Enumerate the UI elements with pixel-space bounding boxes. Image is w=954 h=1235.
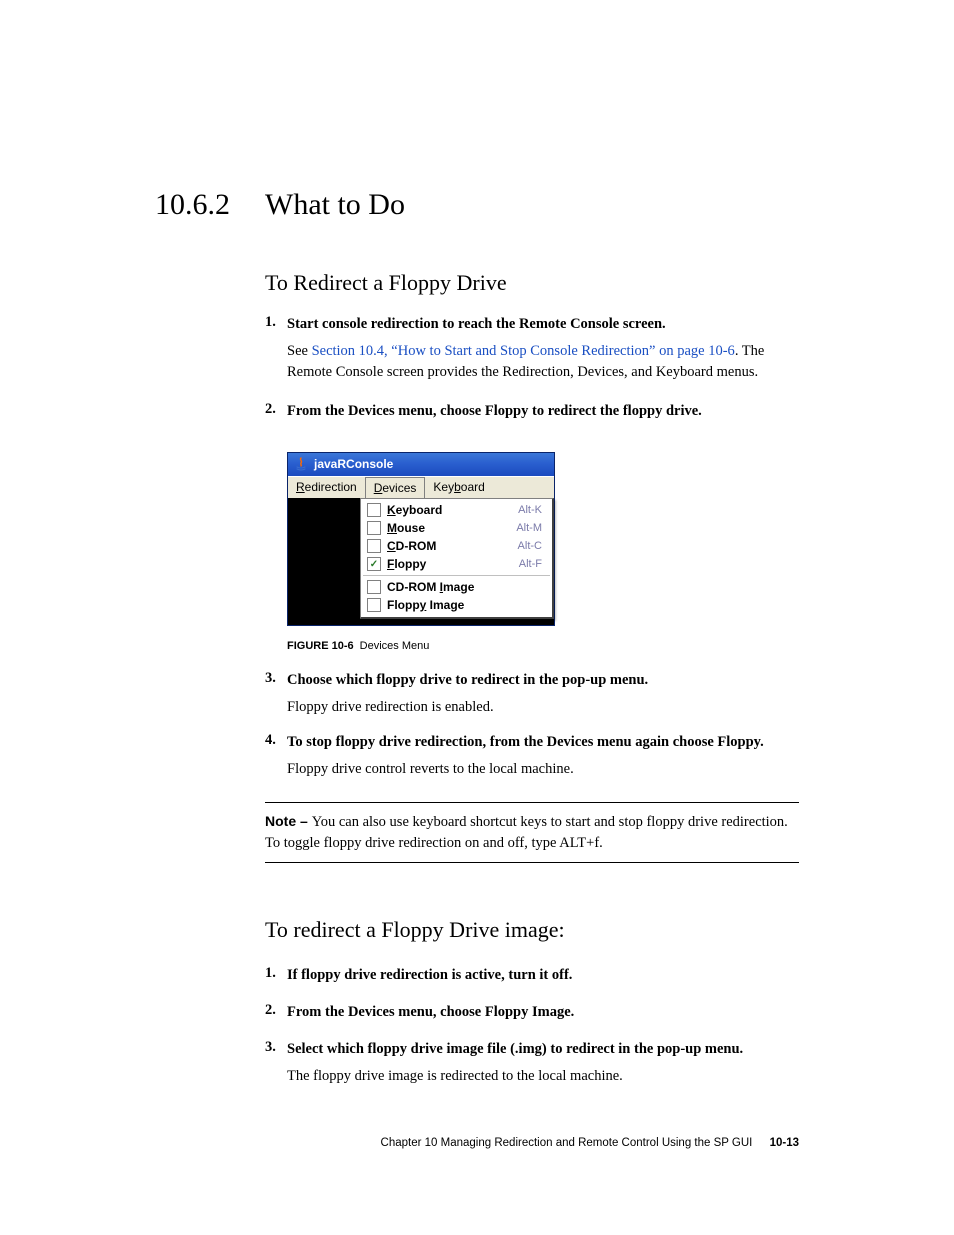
checkbox-icon: ✓ — [367, 557, 381, 571]
menu-item-keyboard[interactable]: Keyboard Alt-K — [361, 501, 552, 519]
step-number: 2. — [265, 401, 287, 422]
window-title: javaRConsole — [314, 457, 393, 471]
section-title: What to Do — [265, 188, 405, 222]
checkbox-icon — [367, 503, 381, 517]
console-viewport — [288, 498, 360, 619]
console-viewport-strip — [288, 619, 554, 625]
step-number: 3. — [265, 1039, 287, 1087]
step-para: Floppy drive control reverts to the loca… — [287, 759, 799, 780]
menu-keyboard[interactable]: Keyboard — [425, 477, 492, 498]
shortcut-label: Alt-M — [516, 522, 542, 534]
shortcut-label: Alt-C — [518, 540, 542, 552]
page-footer: Chapter 10 Managing Redirection and Remo… — [381, 1137, 799, 1149]
subheading-redirect-floppy: To Redirect a Floppy Drive — [265, 270, 799, 296]
step-text: To stop floppy drive redirection, from t… — [287, 734, 764, 750]
subheading-redirect-floppy-image: To redirect a Floppy Drive image: — [265, 917, 799, 943]
note: Note – You can also use keyboard shortcu… — [265, 811, 799, 854]
step-para-pre: See — [287, 343, 312, 359]
note-rule — [265, 802, 799, 803]
step-text: From the Devices menu, choose Floppy Ima… — [287, 1004, 574, 1020]
page-number: 10-13 — [770, 1137, 799, 1149]
menu-item-floppy[interactable]: ✓ Floppy Alt-F — [361, 555, 552, 573]
menu-separator — [363, 575, 550, 576]
devices-dropdown: Keyboard Alt-K Mouse Alt-M CD-ROM Alt-C — [360, 498, 554, 619]
shortcut-label: Alt-F — [519, 558, 542, 570]
step-number: 2. — [265, 1002, 287, 1023]
javarconsole-window: javaRConsole Redirection Devices Keyboar… — [287, 452, 555, 626]
step-text: From the Devices menu, choose Floppy to … — [287, 403, 702, 419]
step-number: 1. — [265, 314, 287, 383]
footer-text: Chapter 10 Managing Redirection and Remo… — [381, 1137, 753, 1149]
step-number: 3. — [265, 670, 287, 718]
step-text: Choose which floppy drive to redirect in… — [287, 672, 648, 688]
section-number: 10.6.2 — [155, 188, 265, 222]
checkbox-icon — [367, 539, 381, 553]
step-number: 1. — [265, 965, 287, 986]
window-titlebar: javaRConsole — [288, 453, 554, 476]
checkbox-icon — [367, 598, 381, 612]
java-icon — [294, 457, 308, 471]
step-text: If floppy drive redirection is active, t… — [287, 967, 572, 983]
menu-devices[interactable]: Devices — [365, 477, 426, 499]
menu-item-cdrom[interactable]: CD-ROM Alt-C — [361, 537, 552, 555]
step-para: Floppy drive redirection is enabled. — [287, 697, 799, 718]
step-text: Select which floppy drive image file (.i… — [287, 1041, 743, 1057]
shortcut-label: Alt-K — [518, 504, 542, 516]
menu-item-cdrom-image[interactable]: CD-ROM Image — [361, 578, 552, 596]
menu-item-mouse[interactable]: Mouse Alt-M — [361, 519, 552, 537]
step-number: 4. — [265, 732, 287, 780]
step-text: Start console redirection to reach the R… — [287, 316, 666, 332]
checkbox-icon — [367, 580, 381, 594]
menu-item-floppy-image[interactable]: Floppy Image — [361, 596, 552, 614]
menu-redirection[interactable]: Redirection — [288, 477, 365, 498]
step-para: The floppy drive image is redirected to … — [287, 1066, 799, 1087]
menubar: Redirection Devices Keyboard — [288, 476, 554, 498]
note-rule — [265, 862, 799, 863]
checkbox-icon — [367, 521, 381, 535]
figure-caption: FIGURE 10-6Devices Menu — [287, 640, 799, 652]
link-section-10-4[interactable]: Section 10.4, “How to Start and Stop Con… — [312, 343, 735, 359]
note-label: Note – — [265, 813, 312, 829]
note-text: You can also use keyboard shortcut keys … — [265, 814, 788, 851]
